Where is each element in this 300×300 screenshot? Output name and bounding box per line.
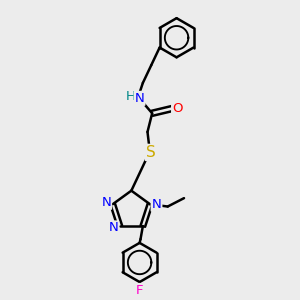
- Text: N: N: [152, 198, 161, 211]
- Text: N: N: [108, 221, 118, 235]
- Text: N: N: [135, 92, 144, 105]
- Text: O: O: [172, 102, 183, 115]
- Text: F: F: [136, 284, 143, 297]
- Text: H: H: [125, 89, 135, 103]
- Text: S: S: [146, 145, 156, 160]
- Text: N: N: [101, 196, 111, 209]
